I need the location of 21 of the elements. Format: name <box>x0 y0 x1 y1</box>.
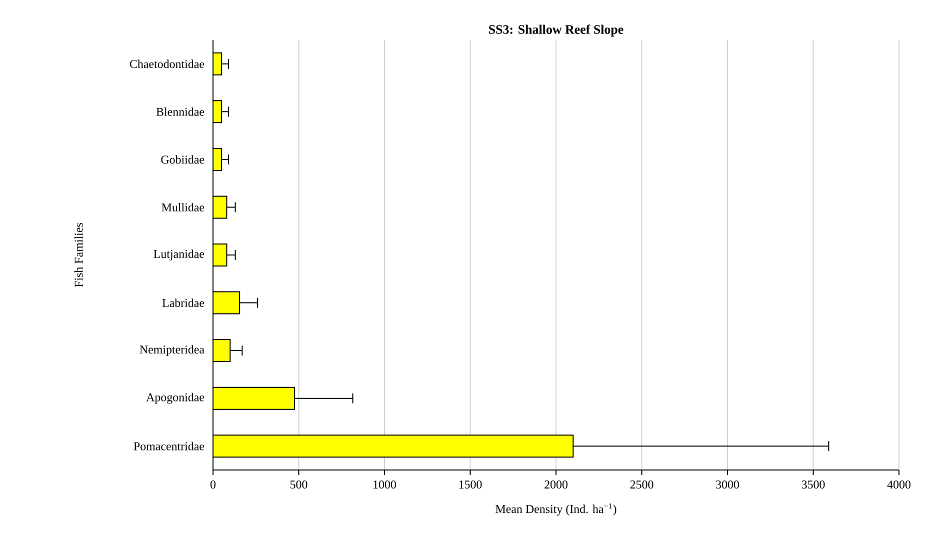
y-axis-title: Fish Families <box>74 223 83 288</box>
y-tick-label: Chaetodontidae <box>130 60 204 68</box>
x-tick-label: 1000 <box>374 480 396 489</box>
x-tick-label: 2500 <box>630 480 654 489</box>
y-tick-label: Apogonidae <box>146 392 204 404</box>
y-tick-label: Pomacentridae <box>134 442 204 450</box>
y-tick-label: Nemipteridea <box>140 345 204 356</box>
y-tick-label: Lutjanidae <box>154 250 204 260</box>
y-tick-label: Labridae <box>162 298 204 307</box>
x-tick-label: 1500 <box>459 480 482 489</box>
y-tick-label: Blennidae <box>156 107 204 116</box>
x-axis-title: Mean Density (Ind. ha$^{−1}$) <box>496 503 616 516</box>
x-tick-label: 500 <box>290 480 308 489</box>
y-tick-label: Gobiidae <box>161 155 204 164</box>
x-tick-label: 3000 <box>716 480 739 489</box>
x-tick-label: 3500 <box>802 480 825 489</box>
chart-title: SS3: Shallow Reef Slope <box>489 24 624 36</box>
x-tick-label: 4000 <box>887 480 910 489</box>
x-tick-label: 2000 <box>544 480 568 489</box>
x-tick-label: 0 <box>210 480 216 489</box>
y-tick-label: Mullidae <box>162 203 204 212</box>
